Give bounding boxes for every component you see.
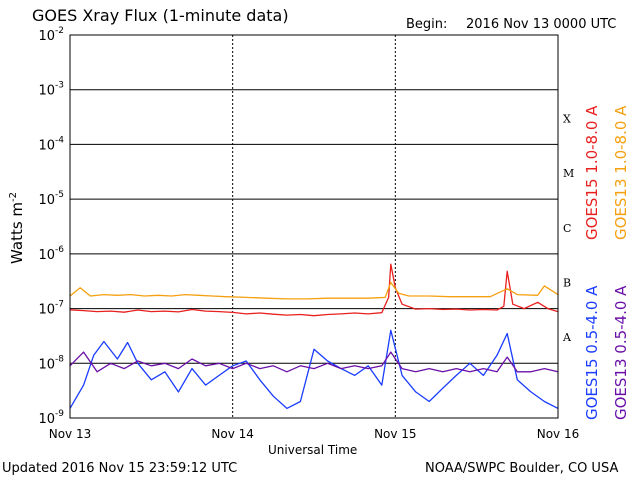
y-tick-label: 10-5 bbox=[38, 190, 64, 208]
y-axis-ticks: 10-2 10-3 10-4 10-5 10-6 10-7 10-8 10-9 bbox=[38, 26, 64, 427]
x-tick-label: Nov 14 bbox=[211, 427, 254, 441]
series-line-0 bbox=[69, 263, 559, 317]
series-line-3 bbox=[69, 351, 559, 373]
y-tick-label: 10-9 bbox=[38, 409, 64, 427]
flare-class-a: A bbox=[562, 331, 572, 344]
y-tick-label: 10-4 bbox=[38, 135, 64, 153]
credit-label: NOAA/SWPC Boulder, CO USA bbox=[425, 461, 619, 476]
chart-title: GOES Xray Flux (1-minute data) bbox=[32, 6, 289, 25]
begin-label: Begin: bbox=[406, 17, 448, 32]
plot-frame bbox=[69, 34, 559, 419]
begin-value: 2016 Nov 13 0000 UTC bbox=[466, 17, 617, 32]
flare-class-labels: X M C B A bbox=[562, 112, 574, 344]
legend-goes13-long: GOES13 1.0-8.0 A bbox=[612, 105, 630, 240]
y-tick-label: 10-6 bbox=[38, 245, 64, 263]
flare-class-b: B bbox=[563, 276, 571, 289]
flare-class-c: C bbox=[563, 222, 571, 235]
legend-goes15-short: GOES15 0.5-4.0 A bbox=[583, 285, 601, 420]
x-tick-label: Nov 13 bbox=[49, 427, 92, 441]
legend-goes15-long: GOES15 1.0-8.0 A bbox=[583, 105, 601, 240]
chart-series bbox=[69, 263, 559, 410]
x-tick-label: Nov 15 bbox=[374, 427, 417, 441]
series-line-1 bbox=[69, 281, 559, 300]
y-tick-label: 10-7 bbox=[38, 300, 64, 318]
updated-timestamp: Updated 2016 Nov 15 23:59:12 UTC bbox=[2, 461, 238, 476]
x-axis-ticks: Nov 13 Nov 14 Nov 15 Nov 16 bbox=[49, 427, 580, 441]
y-tick-label: 10-3 bbox=[38, 81, 64, 99]
y-axis-label: Watts m-2 bbox=[8, 191, 26, 264]
legend-goes13-short: GOES13 0.5-4.0 A bbox=[612, 285, 630, 420]
y-tick-label: 10-8 bbox=[38, 354, 64, 372]
x-tick-label: Nov 16 bbox=[537, 427, 580, 441]
x-axis-label: Universal Time bbox=[268, 443, 358, 457]
flare-class-m: M bbox=[563, 167, 574, 180]
flare-class-x: X bbox=[563, 112, 571, 125]
y-tick-label: 10-2 bbox=[38, 26, 64, 44]
series-line-2 bbox=[69, 329, 559, 410]
chart-grid bbox=[70, 34, 558, 419]
